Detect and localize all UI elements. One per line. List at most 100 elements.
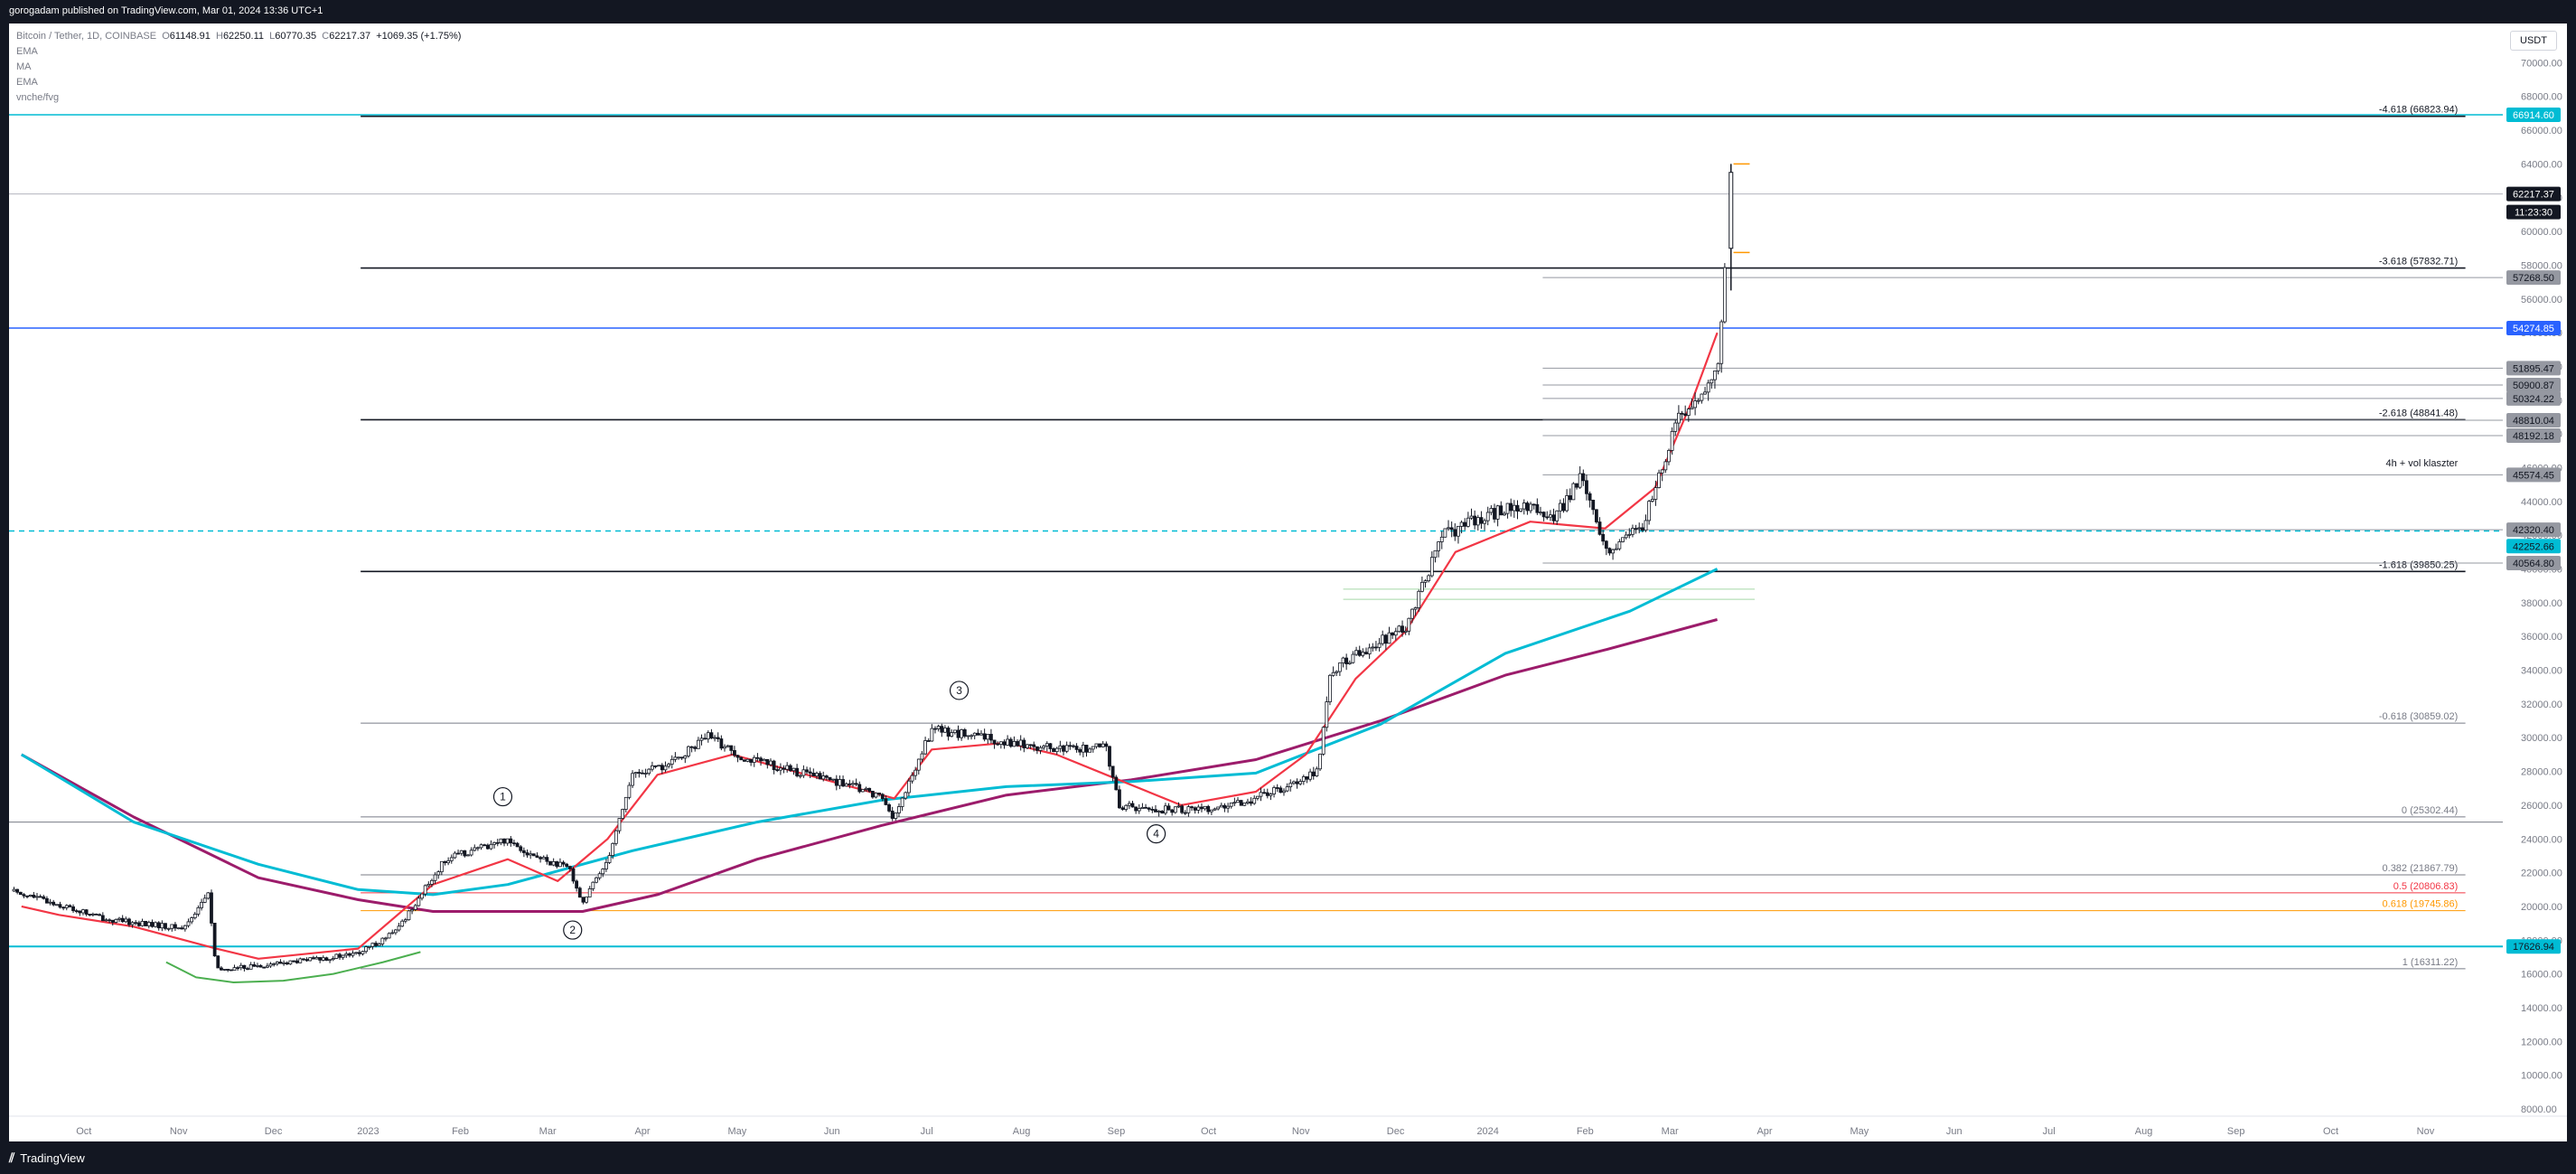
candle-body — [1242, 803, 1247, 806]
candle-body — [1026, 744, 1029, 748]
candle-body — [1475, 517, 1480, 526]
right-frame — [2567, 23, 2576, 1141]
y-tick-label: 66000.00 — [2521, 126, 2562, 136]
y-tick-label: 44000.00 — [2521, 497, 2562, 508]
indicator-ema-1[interactable]: EMA — [16, 46, 38, 57]
candle-body — [1631, 528, 1635, 535]
candle-body — [521, 850, 526, 853]
candle-body — [1072, 745, 1075, 747]
indicator-ema-2[interactable]: EMA — [16, 77, 38, 88]
candle-body — [577, 888, 582, 898]
candle-body — [1163, 805, 1167, 814]
tradingview-logo[interactable]: ⫽ TradingView — [9, 1151, 85, 1166]
candle-body — [1561, 502, 1566, 512]
candle-body — [696, 739, 700, 749]
candle-body — [1457, 525, 1460, 537]
candle-body — [130, 922, 135, 925]
price-tag-bg — [2506, 361, 2561, 376]
candle-body — [509, 838, 513, 844]
candle-body — [1374, 646, 1378, 649]
candle-body — [762, 758, 766, 762]
price-tag-bg — [2506, 522, 2561, 538]
candle-body — [54, 904, 59, 906]
x-tick-label: Apr — [1756, 1126, 1772, 1137]
candle-body — [1571, 483, 1576, 501]
change-value: +1069.35 (+1.75%) — [376, 31, 462, 42]
candle-body — [94, 913, 98, 916]
candle-body — [190, 917, 194, 923]
candle-body — [1539, 512, 1542, 514]
candle-body — [1206, 805, 1211, 812]
x-tick-label: Aug — [1013, 1126, 1031, 1137]
candle-body — [206, 892, 211, 899]
candle-body — [1137, 808, 1141, 812]
candle-body — [1640, 527, 1644, 531]
candle-body — [1575, 483, 1578, 488]
candle-body — [331, 958, 335, 961]
y-tick-label: 32000.00 — [2521, 700, 2562, 710]
candle-body — [1160, 811, 1165, 814]
candle-body — [1410, 608, 1414, 619]
candle-body — [1367, 647, 1372, 654]
candle-body — [220, 967, 223, 971]
close-label: C — [322, 31, 330, 42]
x-tick-label: Oct — [2323, 1126, 2338, 1137]
x-tick-label: Jun — [1946, 1126, 1962, 1137]
candle-body — [1081, 745, 1085, 753]
candle-body — [841, 779, 845, 787]
wave-label: 1 — [500, 791, 506, 803]
candle-body — [561, 861, 566, 865]
wave-label-circle — [492, 786, 513, 807]
candle-body — [81, 909, 85, 914]
candle-body — [1229, 803, 1233, 807]
annotation-label: 4h + vol klaszter — [2386, 458, 2459, 469]
candle-body — [894, 812, 898, 819]
candle-body — [679, 756, 684, 759]
price-chart[interactable]: 70000.0068000.0066000.0064000.0062000.00… — [0, 0, 2576, 1141]
x-tick-label: Mar — [539, 1126, 557, 1137]
candle-body — [1693, 400, 1698, 409]
candle-body — [1512, 504, 1516, 512]
candle-body — [1433, 549, 1438, 559]
candle-body — [515, 842, 520, 848]
candle-body — [749, 758, 754, 763]
candle-body — [844, 783, 848, 787]
price-tag: 51895.47 — [2513, 363, 2554, 374]
candle-body — [1568, 495, 1572, 501]
candle-body — [788, 765, 792, 772]
x-tick-label: Dec — [1387, 1126, 1405, 1137]
candle-body — [1002, 741, 1007, 746]
candle-body — [463, 850, 467, 857]
candle-body — [164, 923, 167, 929]
candle-body — [298, 958, 303, 963]
y-tick-label: 12000.00 — [2521, 1037, 2562, 1047]
candle-body — [397, 925, 401, 931]
y-tick-label: 26000.00 — [2521, 801, 2562, 812]
candle-body — [1104, 743, 1109, 747]
candle-body — [1032, 744, 1036, 747]
candle-body — [1265, 792, 1269, 796]
candle-body — [623, 796, 628, 810]
publish-bar: gorogadam published on TradingView.com, … — [0, 0, 2576, 23]
candle-body — [541, 857, 546, 859]
currency-button[interactable]: USDT — [2510, 31, 2557, 51]
candle-body — [703, 737, 707, 740]
candle-body — [436, 871, 441, 876]
candle-body — [328, 959, 332, 962]
candle-body — [1259, 792, 1263, 797]
price-tag: 50324.22 — [2513, 394, 2554, 405]
candle-body — [1091, 746, 1095, 750]
candle-body — [1282, 790, 1286, 794]
candle-body — [1301, 776, 1306, 783]
indicator-ma[interactable]: MA — [16, 61, 32, 72]
y-tick-label: 14000.00 — [2521, 1003, 2562, 1014]
x-tick-label: Oct — [76, 1126, 91, 1137]
candle-body — [1371, 646, 1375, 649]
x-tick-label: Jul — [921, 1126, 933, 1137]
x-tick-label: Apr — [634, 1126, 650, 1137]
indicator-vnche-fvg[interactable]: vnche/fvg — [16, 92, 60, 103]
candle-body — [920, 753, 924, 760]
candle-body — [1285, 786, 1289, 792]
candle-body — [1647, 501, 1652, 521]
candle-body — [1719, 321, 1724, 364]
